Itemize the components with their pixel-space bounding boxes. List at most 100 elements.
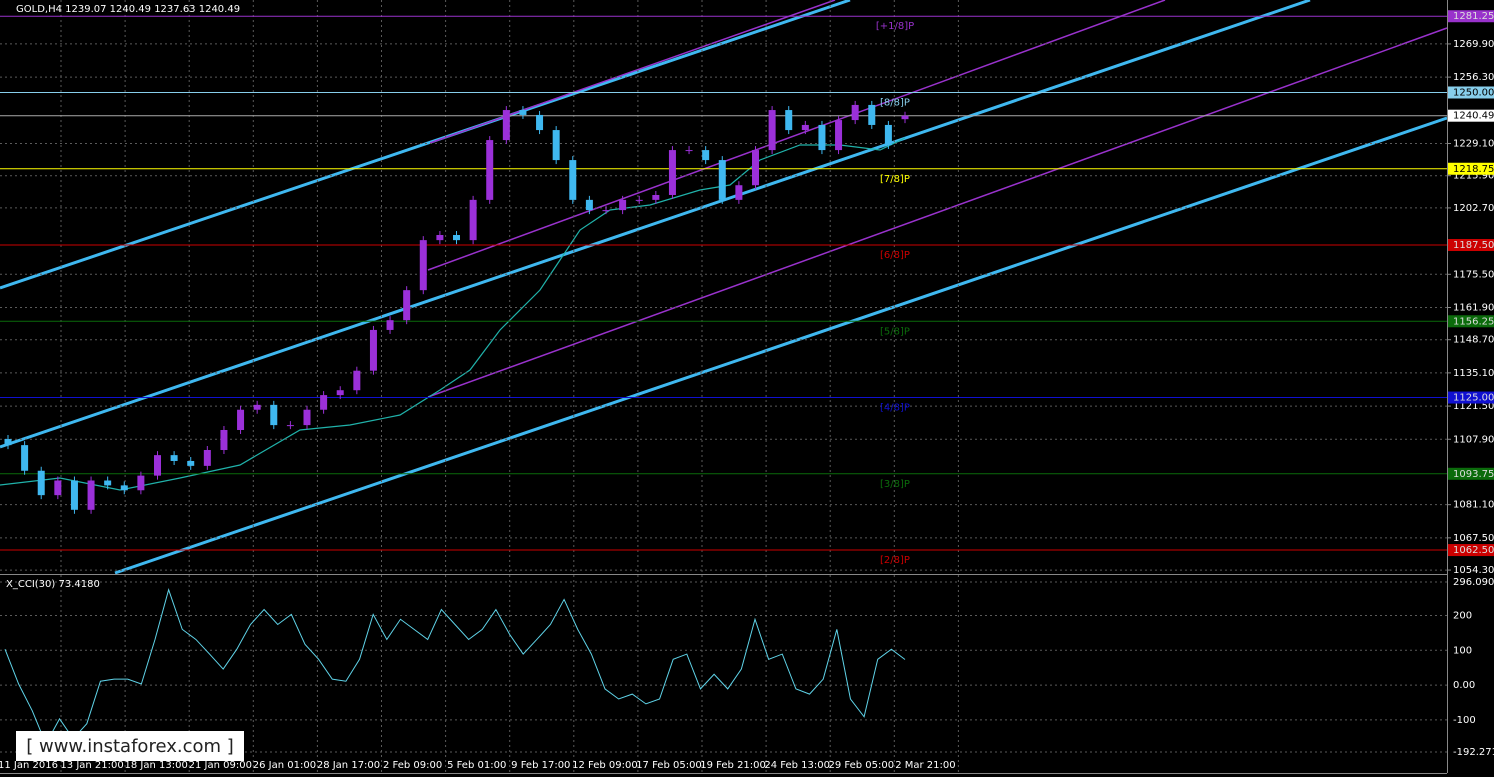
- candle-body: [70, 480, 78, 510]
- candle-body: [602, 210, 610, 212]
- moving-average: [0, 137, 906, 491]
- level-price-box: [1448, 391, 1494, 404]
- candle-body: [419, 240, 427, 291]
- x-tick-label: 24 Feb 13:00: [764, 760, 830, 771]
- candle-body: [237, 409, 245, 430]
- y-tick-label: 1054.30: [1453, 565, 1494, 576]
- candle-body: [203, 450, 211, 466]
- level-price-box: [1448, 10, 1494, 23]
- candle-body: [87, 480, 95, 510]
- level-label: [8/8]P: [880, 97, 910, 108]
- x-tick-label: 5 Feb 01:00: [447, 760, 506, 771]
- watermark-box: [16, 731, 244, 761]
- level-price-box: [1448, 467, 1494, 480]
- candle-body: [502, 110, 510, 141]
- candle-body: [104, 480, 112, 486]
- candle-body: [635, 199, 643, 201]
- candle-body: [286, 425, 294, 427]
- level-label: [5/8]P: [880, 326, 910, 337]
- candle-body: [884, 124, 892, 145]
- candle-body: [702, 150, 710, 161]
- candle-body: [220, 429, 228, 451]
- candle-body: [785, 110, 793, 131]
- level-price-label: 1093.75: [1453, 469, 1494, 480]
- x-tick-label: 17 Feb 05:00: [636, 760, 702, 771]
- level-price-box: [1448, 86, 1494, 99]
- x-tick-label: 9 Feb 17:00: [511, 760, 570, 771]
- y-tick-label: 1148.70: [1453, 335, 1494, 346]
- y-tick-label: 1081.10: [1453, 500, 1494, 511]
- candle-body: [801, 124, 809, 131]
- candle-body: [353, 370, 361, 391]
- y-tick-label: 0.00: [1453, 680, 1475, 691]
- x-tick-label: 2 Feb 09:00: [383, 760, 442, 771]
- last-price-label: 1240.49: [1453, 111, 1494, 122]
- last-price-box: [1448, 109, 1494, 122]
- candle-body: [652, 194, 660, 200]
- level-price-label: 1187.50: [1453, 240, 1494, 251]
- candle-body: [37, 470, 45, 496]
- candle-body: [187, 460, 195, 466]
- candle-body: [735, 185, 743, 200]
- y-tick-label: 1256.30: [1453, 72, 1494, 83]
- level-price-box: [1448, 315, 1494, 328]
- candle-body: [386, 320, 394, 330]
- level-label: [7/8]P: [880, 174, 910, 185]
- x-tick-label: 12 Feb 09:00: [572, 760, 638, 771]
- candle-body: [4, 439, 12, 446]
- x-tick-label: 28 Jan 17:00: [317, 760, 380, 771]
- level-price-label: 1281.25: [1453, 11, 1494, 22]
- x-tick-label: 19 Feb 21:00: [700, 760, 766, 771]
- candle-body: [436, 235, 444, 241]
- candle-body: [21, 445, 29, 471]
- channel-line: [0, 0, 1311, 449]
- candle-body: [469, 199, 477, 241]
- candle-body: [718, 160, 726, 200]
- cci-line: [4, 587, 906, 746]
- candle-body: [552, 130, 560, 161]
- y-tick-label: 1107.90: [1453, 434, 1494, 445]
- level-price-label: 1218.75: [1453, 164, 1494, 175]
- x-tick-label: 26 Jan 01:00: [253, 760, 316, 771]
- candle-body: [851, 104, 859, 121]
- level-label: [6/8]P: [880, 250, 910, 261]
- candle-body: [868, 104, 876, 125]
- candle-body: [835, 120, 843, 151]
- candle-body: [270, 404, 278, 426]
- candle-body: [818, 124, 826, 151]
- candle-body: [585, 199, 593, 211]
- channel-line: [114, 116, 1448, 575]
- candle-body: [137, 475, 145, 491]
- candle-body: [369, 329, 377, 371]
- level-price-label: 1250.00: [1453, 87, 1494, 98]
- level-price-label: 1062.50: [1453, 545, 1494, 556]
- channel-line: [427, 27, 1448, 398]
- level-label: [3/8]P: [880, 479, 910, 490]
- x-tick-label: 18 Jan 13:00: [125, 760, 188, 771]
- candle-body: [619, 199, 627, 211]
- level-price-box: [1448, 162, 1494, 175]
- candle-body: [536, 114, 544, 131]
- candle-body: [685, 150, 693, 152]
- y-tick-label: 1121.50: [1453, 401, 1494, 412]
- y-tick-label: -100: [1453, 715, 1476, 726]
- y-tick-label: 1215.90: [1453, 171, 1494, 182]
- level-label: [4/8]P: [880, 403, 910, 414]
- channel-line: [427, 0, 1166, 271]
- x-tick-label: 2 Mar 21:00: [895, 760, 955, 771]
- y-tick-label: 200: [1453, 610, 1472, 621]
- channels: [0, 0, 1448, 575]
- level-price-box: [1448, 239, 1494, 252]
- candle-body: [752, 150, 759, 186]
- level-label: [2/8]P: [880, 555, 910, 566]
- candle-body: [668, 150, 676, 195]
- level-price-label: 1156.25: [1453, 316, 1494, 327]
- y-tick-label: 1269.90: [1453, 39, 1494, 50]
- y-tick-label: 1229.10: [1453, 138, 1494, 149]
- y-tick-label: 1175.50: [1453, 269, 1494, 280]
- candle-body: [486, 140, 494, 200]
- channel-line: [0, 0, 851, 290]
